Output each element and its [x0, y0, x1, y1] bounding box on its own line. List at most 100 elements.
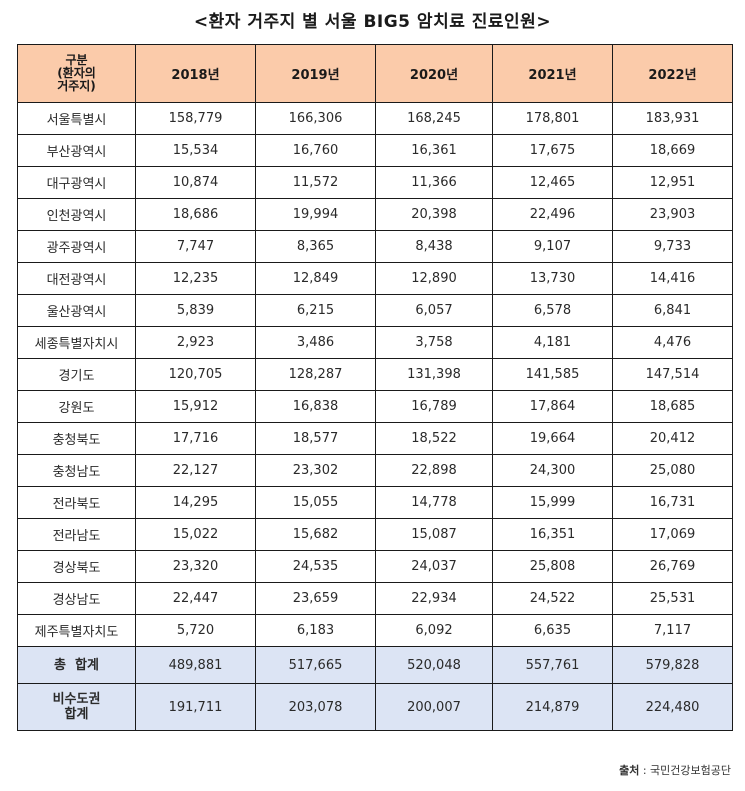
total-row: 총 합계 489,881 517,665 520,048 557,761 579… — [17, 646, 733, 684]
table-cell: 3,486 — [255, 326, 376, 359]
table-cell: 23,320 — [135, 550, 256, 583]
region-label: 강원도 — [17, 390, 136, 423]
table-cell: 489,881 — [135, 646, 256, 684]
table-cell: 17,716 — [135, 422, 256, 455]
total-label: 총 합계 — [17, 646, 136, 684]
region-label: 경상남도 — [17, 582, 136, 615]
table-cell: 16,361 — [375, 134, 493, 167]
table-cell: 15,999 — [492, 486, 613, 519]
table-cell: 11,572 — [255, 166, 376, 199]
table-title: <환자 거주지 별 서울 BIG5 암치료 진료인원> — [193, 12, 552, 32]
table-cell: 15,682 — [255, 518, 376, 551]
table-row: 경상북도 23,320 24,535 24,037 25,808 26,769 — [17, 550, 733, 583]
table-cell: 22,934 — [375, 582, 493, 615]
region-label: 인천광역시 — [17, 198, 136, 231]
region-label: 경상북도 — [17, 550, 136, 583]
table-cell: 214,879 — [492, 683, 613, 731]
table-cell: 203,078 — [255, 683, 376, 731]
table-cell: 6,578 — [492, 294, 613, 327]
header-row: 구분 (환자의 거주지) 2018년 2019년 2020년 2021년 202… — [17, 44, 733, 103]
table-row: 전라북도 14,295 15,055 14,778 15,999 16,731 — [17, 486, 733, 519]
table-cell: 25,080 — [612, 454, 733, 487]
table-cell: 23,659 — [255, 582, 376, 615]
table-row: 서울특별시 158,779 166,306 168,245 178,801 183,931 — [17, 102, 733, 135]
table-cell: 15,022 — [135, 518, 256, 551]
region-label: 세종특별자치시 — [17, 326, 136, 359]
table-cell: 9,733 — [612, 230, 733, 263]
table-cell: 16,838 — [255, 390, 376, 423]
table-cell: 7,747 — [135, 230, 256, 263]
table-cell: 20,412 — [612, 422, 733, 455]
table-cell: 16,760 — [255, 134, 376, 167]
table-cell: 18,685 — [612, 390, 733, 423]
table-cell: 15,055 — [255, 486, 376, 519]
table-cell: 25,808 — [492, 550, 613, 583]
table-row: 충청북도 17,716 18,577 18,522 19,664 20,412 — [17, 422, 733, 455]
category-header-line: 구분 — [65, 53, 88, 67]
table-cell: 18,669 — [612, 134, 733, 167]
region-label: 제주특별자치도 — [17, 614, 136, 647]
category-header: 구분 (환자의 거주지) — [17, 44, 136, 103]
table-cell: 16,351 — [492, 518, 613, 551]
table-cell: 15,534 — [135, 134, 256, 167]
region-label: 전라북도 — [17, 486, 136, 519]
source-value: 국민건강보험공단 — [650, 764, 731, 777]
table-cell: 22,496 — [492, 198, 613, 231]
source-label: 출처 — [619, 764, 640, 777]
table-cell: 11,366 — [375, 166, 493, 199]
table-cell: 17,069 — [612, 518, 733, 551]
label-line: 합계 — [64, 707, 89, 722]
region-label: 부산광역시 — [17, 134, 136, 167]
region-label: 울산광역시 — [17, 294, 136, 327]
table-cell: 6,635 — [492, 614, 613, 647]
table-row: 전라남도 15,022 15,682 15,087 16,351 17,069 — [17, 518, 733, 551]
region-label: 전라남도 — [17, 518, 136, 551]
table-cell: 6,183 — [255, 614, 376, 647]
table-cell: 178,801 — [492, 102, 613, 135]
table-cell: 16,731 — [612, 486, 733, 519]
table-cell: 141,585 — [492, 358, 613, 391]
region-label: 충청북도 — [17, 422, 136, 455]
year-header: 2021년 — [492, 44, 613, 103]
year-header: 2019년 — [255, 44, 376, 103]
table-cell: 18,686 — [135, 198, 256, 231]
table-cell: 183,931 — [612, 102, 733, 135]
table-cell: 24,522 — [492, 582, 613, 615]
table-cell: 191,711 — [135, 683, 256, 731]
table-row: 대구광역시 10,874 11,572 11,366 12,465 12,951 — [17, 166, 733, 199]
cancer-patients-table: 구분 (환자의 거주지) 2018년 2019년 2020년 2021년 202… — [17, 44, 733, 731]
table-cell: 16,789 — [375, 390, 493, 423]
source-note: 출처 : 국민건강보험공단 — [619, 762, 731, 778]
table-row: 광주광역시 7,747 8,365 8,438 9,107 9,733 — [17, 230, 733, 263]
table-row: 경기도 120,705 128,287 131,398 141,585 147,514 — [17, 358, 733, 391]
table-cell: 19,664 — [492, 422, 613, 455]
region-label: 충청남도 — [17, 454, 136, 487]
table-cell: 17,864 — [492, 390, 613, 423]
region-label: 대구광역시 — [17, 166, 136, 199]
table-cell: 14,295 — [135, 486, 256, 519]
table-cell: 5,720 — [135, 614, 256, 647]
category-header-line: 거주지) — [57, 79, 96, 93]
table-cell: 557,761 — [492, 646, 613, 684]
table-cell: 120,705 — [135, 358, 256, 391]
table-cell: 7,117 — [612, 614, 733, 647]
non-capital-total-row: 비수도권 합계 191,711 203,078 200,007 214,879 … — [17, 683, 733, 731]
table-cell: 158,779 — [135, 102, 256, 135]
table-cell: 8,365 — [255, 230, 376, 263]
table-cell: 12,849 — [255, 262, 376, 295]
table-cell: 6,092 — [375, 614, 493, 647]
table-row: 강원도 15,912 16,838 16,789 17,864 18,685 — [17, 390, 733, 423]
table-cell: 12,951 — [612, 166, 733, 199]
table-cell: 2,923 — [135, 326, 256, 359]
table-cell: 131,398 — [375, 358, 493, 391]
year-header: 2022년 — [612, 44, 733, 103]
table-cell: 18,522 — [375, 422, 493, 455]
table-cell: 4,476 — [612, 326, 733, 359]
table-row: 부산광역시 15,534 16,760 16,361 17,675 18,669 — [17, 134, 733, 167]
region-label: 광주광역시 — [17, 230, 136, 263]
table-cell: 22,127 — [135, 454, 256, 487]
table-cell: 24,300 — [492, 454, 613, 487]
table-cell: 6,215 — [255, 294, 376, 327]
table-cell: 14,416 — [612, 262, 733, 295]
table-cell: 166,306 — [255, 102, 376, 135]
